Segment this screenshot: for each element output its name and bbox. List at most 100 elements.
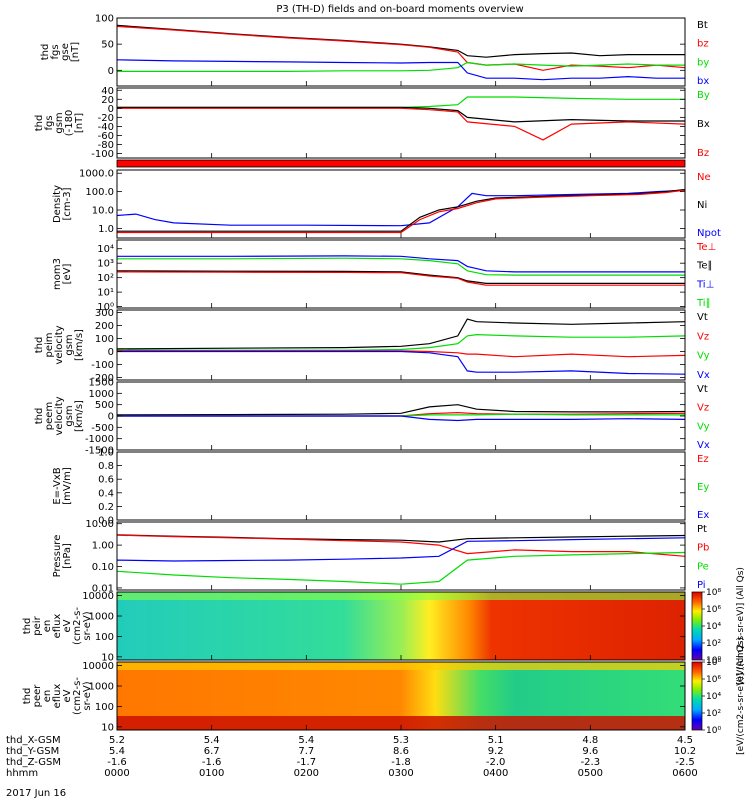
series-line-te∥ [116,270,685,284]
legend-bz: Bz [697,148,709,159]
legend-ti∥: Ti∥ [696,298,711,309]
y-tick-label: 100 [95,14,114,25]
spectrogram-high-energy [117,592,685,600]
legend-pb: Pb [697,543,709,554]
y-tick-label: 100 [95,632,114,643]
legend-ne: Ne [697,172,711,183]
x-row-label: thd_Y-GSM [6,746,59,757]
y-tick-label: 100 [95,702,114,713]
legend-vx: Vx [697,440,710,451]
x-column-value: 9.2 [488,746,504,757]
x-column-value: 5.4 [298,735,314,746]
y-tick-label: 40 [101,86,114,97]
y-tick-label: 0.0 [98,516,114,527]
y-tick-label: 0.2 [98,502,114,513]
y-axis-label: eflux [52,684,63,709]
y-tick-label: 10000 [82,591,114,602]
colorbar-tick-label: 10⁴ [706,622,721,632]
legend-te∥: Te∥ [696,261,713,272]
legend-bz: bz [697,39,709,50]
legend-ni: Ni [697,200,707,211]
y-axis-label: [cm-3] [62,187,73,220]
y-axis-label: Pressure [52,535,63,578]
plot-area [117,170,685,238]
colorbar-tick-label: 10⁶ [706,605,721,615]
x-column-value: -2.5 [675,757,695,768]
y-axis-label: (cm2-s- [72,677,83,715]
y-tick-label: 10.00 [85,519,114,530]
legend-pi: Pi [697,580,706,591]
x-column-value: -1.7 [297,757,317,768]
y-tick-label: -100 [91,360,114,371]
legend-vt: Vt [697,384,708,395]
y-tick-label: 0 [108,104,114,115]
y-axis-label: [km/s] [74,329,85,361]
y-tick-label: 0.10 [92,562,114,573]
legend-ez: Ez [697,454,709,465]
legend-bx: bx [697,76,709,87]
x-column-value: 5.4 [109,746,125,757]
colorbar-tick-label: 10⁰ [706,656,721,666]
y-tick-label: 0.01 [92,583,114,594]
y-tick-label: 0.4 [98,488,114,499]
colorbar-tick-label: 10² [706,709,721,719]
x-axis-labels: thd_X-GSMthd_Y-GSMthd_Z-GSMhhmm5.25.4-1.… [6,81,698,779]
series-line-bx [116,59,685,81]
legend-by: By [697,90,710,101]
y-tick-label: -100 [91,149,114,160]
colorbar-tick-label: 10⁸ [706,658,721,668]
y-tick-label: 10² [97,273,114,284]
series-line-pe [116,551,686,585]
x-column-value: 5.4 [204,735,220,746]
y-axis-label: en [42,620,53,633]
panel-4: 10⁴ 10³ 10² 10¹ 10⁰ mom3 [eV] Te⊥ Te∥ Ti⊥ Ti∥ [52,239,716,313]
y-axis-label: sr-eV) [82,681,93,710]
x-column-value: 0300 [388,768,413,779]
y-axis-label: peim [44,332,55,357]
y-axis-label: (-180 [64,110,75,137]
panel-10: 10⁸ 10⁶ 10⁴ 10² 10⁰ [eV/(cm2-s-sr-eV)] (All Q… [22,637,746,755]
x-row-label: thd_X-GSM [6,735,61,746]
x-column-value: 10.2 [674,746,696,757]
y-axis-label: [nT] [74,113,85,133]
colorbar-label: [eV/(cm2-s-sr-eV)] (All Qs) [736,567,746,685]
y-tick-label: 1000 [89,682,114,693]
y-axis-label: velocity [54,396,65,435]
y-tick-label: -80 [98,140,114,151]
x-column-value: 5.3 [393,735,409,746]
x-row-label: hhmm [6,768,38,779]
y-axis-label: [nPa] [62,543,73,569]
y-tick-label: 1.00 [92,541,114,552]
series-line-vt [116,318,686,350]
y-axis-label: gsm [64,334,75,355]
y-tick-label: 1.0 [98,448,114,459]
plot-area [117,452,685,520]
colorbar-tick-label: 10² [706,639,721,649]
plot-area [117,18,685,86]
quality-flag-bar-frame [116,159,686,168]
y-axis-label: [km/s] [74,400,85,432]
x-column-value: -1.8 [391,757,411,768]
legend-vz: Vz [697,331,709,342]
x-column-value: 0600 [672,768,697,779]
y-tick-label: 10.0 [92,206,114,217]
figure-title: P3 (TH-D) fields and on-board moments ov… [276,4,523,15]
y-axis-label: peer [32,684,43,708]
legend-pe: Pe [697,561,709,572]
y-axis-label: gsm [64,405,75,426]
y-axis-label: thd [40,44,51,61]
y-axis-label: thd [34,408,45,425]
colorbar [691,591,703,661]
y-tick-label: -40 [98,122,114,133]
legend-npot: Npot [697,228,721,239]
legend-vz: Vz [697,403,709,414]
y-tick-label: 50 [101,40,114,51]
y-tick-label: 1500 [89,378,114,389]
y-tick-label: 10⁰ [97,302,114,313]
spectrogram-fill [117,592,685,660]
y-tick-label: 0.6 [98,475,114,486]
y-tick-label: 10⁴ [97,244,114,255]
x-column-value: 0000 [104,768,129,779]
